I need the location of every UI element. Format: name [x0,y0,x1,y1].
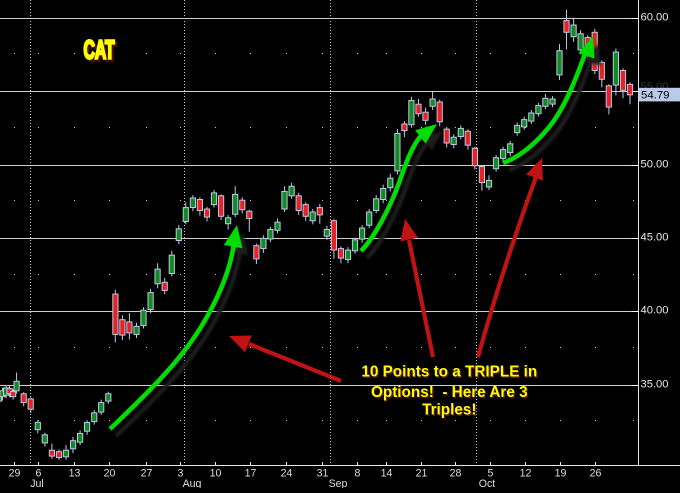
svg-text:Options! - Here Are 3: Options! - Here Are 3 [371,384,528,401]
svg-text:54.79: 54.79 [641,90,670,102]
svg-text:Triples!: Triples! [422,402,476,419]
svg-text:35.00: 35.00 [641,379,669,391]
svg-text:Aug: Aug [183,478,202,488]
svg-text:17: 17 [245,468,257,480]
svg-text:31: 31 [317,468,329,480]
svg-text:CAT: CAT [86,39,117,67]
svg-text:8: 8 [355,468,361,480]
svg-text:28: 28 [450,468,462,480]
svg-text:26: 26 [590,468,602,480]
svg-text:3: 3 [178,468,184,480]
svg-text:13: 13 [69,468,81,480]
svg-text:10 Points to a TRIPLE in: 10 Points to a TRIPLE in [361,364,537,381]
svg-text:20: 20 [104,468,116,480]
svg-text:45.00: 45.00 [641,232,669,244]
svg-text:Triples!: Triples! [423,403,477,420]
svg-text:21: 21 [416,468,428,480]
svg-text:Oct: Oct [479,478,496,488]
svg-text:19: 19 [555,468,567,480]
svg-text:Sep: Sep [329,478,348,488]
svg-text:29: 29 [9,468,21,480]
svg-text:14: 14 [381,468,393,480]
svg-text:10 Points to a TRIPLE in: 10 Points to a TRIPLE in [363,365,539,382]
svg-text:27: 27 [141,468,153,480]
svg-text:Options! - Here Are 3: Options! - Here Are 3 [372,386,529,403]
svg-text:6: 6 [36,468,42,480]
svg-text:Jul: Jul [30,478,44,488]
svg-text:12: 12 [520,468,532,480]
svg-text:10: 10 [210,468,222,480]
svg-text:60.00: 60.00 [641,12,669,24]
svg-text:50.00: 50.00 [641,159,669,171]
svg-text:24: 24 [281,468,293,480]
svg-text:40.00: 40.00 [641,305,669,317]
svg-text:CAT: CAT [84,37,115,65]
svg-text:5: 5 [488,468,494,480]
